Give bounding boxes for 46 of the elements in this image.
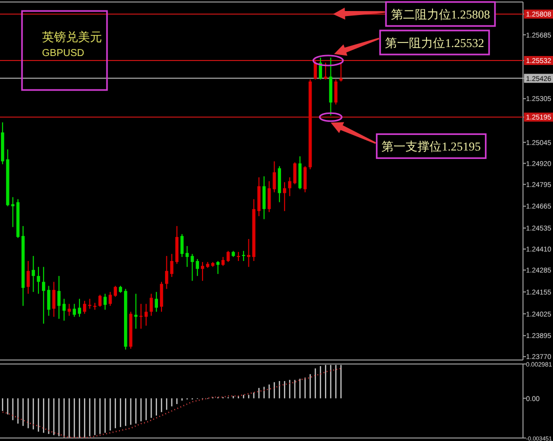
candlestick xyxy=(154,291,158,312)
candlestick xyxy=(170,253,174,278)
candlestick xyxy=(242,250,246,262)
candlestick xyxy=(314,59,317,80)
candlestick xyxy=(236,251,240,262)
candlestick xyxy=(303,166,307,193)
candlestick xyxy=(282,182,286,212)
candlestick xyxy=(36,266,40,294)
candlestick xyxy=(216,260,220,274)
candlestick xyxy=(165,255,168,290)
candlestick xyxy=(68,303,71,316)
candlestick xyxy=(78,298,82,318)
candlestick xyxy=(334,78,338,106)
candlestick xyxy=(47,285,50,316)
candlestick xyxy=(160,281,164,312)
line-series xyxy=(2,368,342,438)
candlestick xyxy=(52,281,56,318)
candlestick xyxy=(32,255,35,292)
candlestick xyxy=(144,303,148,326)
text: 英镑兑美元 xyxy=(42,30,102,44)
candlestick xyxy=(108,291,112,306)
candlestick xyxy=(262,176,266,220)
candlestick xyxy=(114,285,117,298)
candlestick xyxy=(180,234,184,258)
candlestick xyxy=(196,258,199,276)
candlestick xyxy=(190,253,194,282)
candlestick xyxy=(324,62,328,80)
candlestick xyxy=(62,298,66,322)
candlestick xyxy=(42,266,46,324)
candlestick xyxy=(104,293,107,310)
ref-line-label: 第二阻力位1.25808 xyxy=(390,8,490,22)
candlestick xyxy=(98,294,102,308)
candlestick xyxy=(150,293,153,316)
candlestick xyxy=(26,260,30,294)
text: GBPUSD xyxy=(42,48,84,59)
candlestick xyxy=(72,303,76,318)
candlestick xyxy=(57,275,61,320)
ref-line-label: 第一阻力位1.25532 xyxy=(385,36,484,50)
candlestick xyxy=(88,298,92,310)
candlestick xyxy=(134,293,138,330)
ref-line-label: 第一支撑位1.25195 xyxy=(382,140,481,154)
candlestick xyxy=(226,250,230,263)
candlestick xyxy=(186,246,189,268)
candlestick xyxy=(139,303,143,330)
candlestick xyxy=(200,262,204,282)
candlestick xyxy=(83,300,86,314)
